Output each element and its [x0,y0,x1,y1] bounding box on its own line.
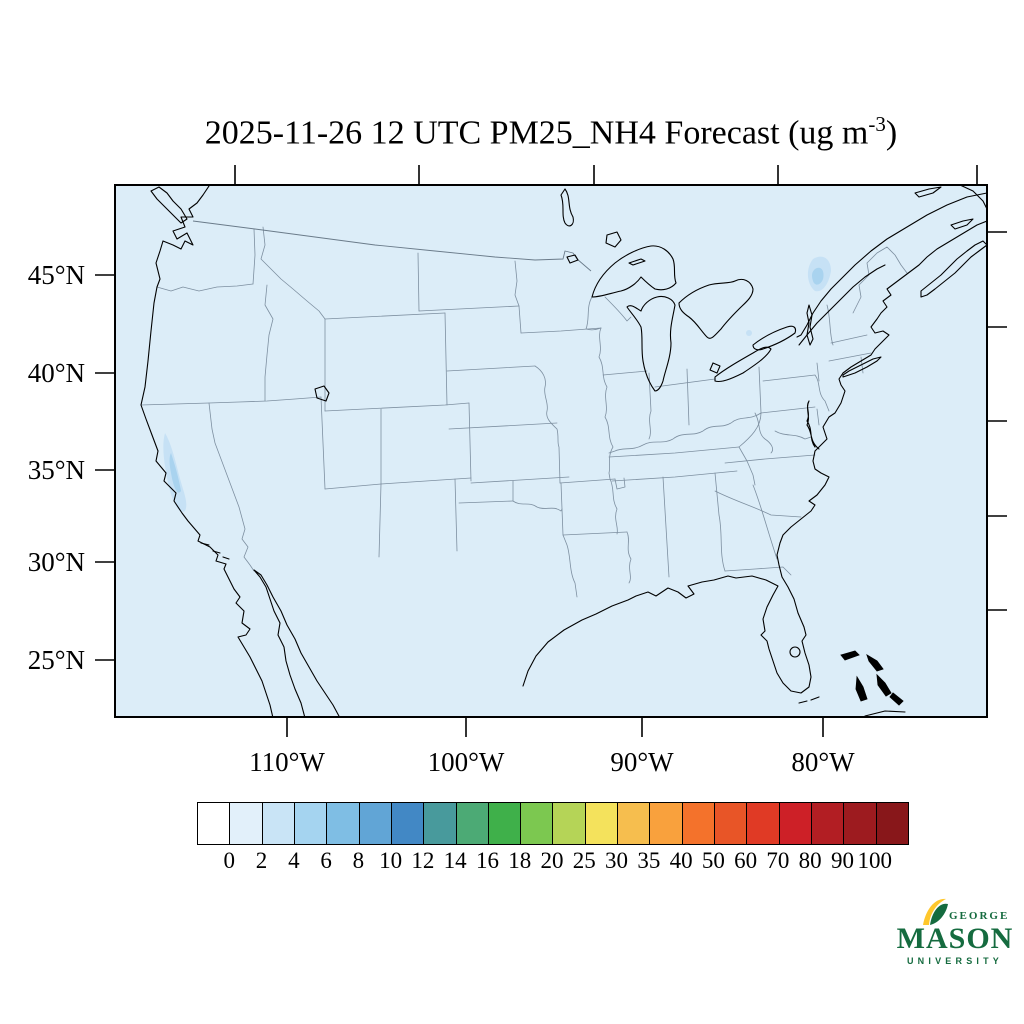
lon-label-110w: 110°W [249,747,325,777]
colorbar-cell [844,803,877,844]
gmu-logo-university: UNIVERSITY [906,956,1003,966]
canada-border [192,220,592,272]
colorbar-tick-label: 8 [352,848,365,873]
bahamas-islands [840,650,904,706]
colorbar-cell [294,803,328,844]
plot-title: 2025-11-26 12 UTC PM25_NH4 Forecast (ug … [115,112,987,152]
colorbar-labels: 0 2 4 6 8 10 12 14 16 18 20 25 30 35 40 50 60 70 80 90 100 [197,848,907,878]
colorbar-tick-label: 6 [320,848,332,873]
colorbar-tick-label: 4 [288,848,300,873]
colorbar-tick-label: 18 [508,848,532,873]
colorbar-cell [553,803,586,844]
colorbar-tick-label: 35 [637,848,661,873]
colorbar-tick-label: 30 [605,848,629,873]
colorbar-cell [424,803,457,844]
colorbar-cell [198,803,231,844]
colorbar-cell [747,803,780,844]
lat-label-45n: 45°N [28,260,85,290]
colorbar-cell [488,803,522,844]
plot-title-close: ) [885,114,898,152]
lon-label-90w: 90°W [610,747,674,777]
colorbar-tick-label: 12 [411,848,435,873]
colorbar-cell [521,803,554,844]
lat-label-25n: 25°N [28,645,85,675]
lat-label-40n: 40°N [28,358,85,388]
colorbar-cell [650,803,683,844]
colorbar-tick-label: 60 [734,848,758,873]
colorbar-cell [230,803,263,844]
lon-label-80w: 80°W [791,747,855,777]
colorbar-cell [456,803,489,844]
colorbar-cell [359,803,392,844]
gmu-logo-george: GEORGE [949,910,1010,922]
colorbar-tick-label: 2 [255,848,268,873]
colorbar [197,802,909,845]
colorbar-tick-label: 10 [379,848,403,873]
state-borders [140,226,908,598]
colorbar-tick-label: 0 [223,848,236,873]
colorbar-cell [811,803,845,844]
pm25-concentration-patches [163,256,831,512]
colorbar-tick-label: 100 [857,848,892,873]
gmu-leaf-icon [923,898,948,925]
plot-title-exponent: -3 [868,112,886,136]
colorbar-tick-label: 80 [798,848,822,873]
gmu-logo-mason: MASON [896,922,1014,955]
colorbar-cell [876,803,908,844]
axis-ticks [95,165,1007,737]
colorbar-cell [327,803,360,844]
longitude-labels: 110°W 100°W 90°W 80°W [249,747,855,777]
colorbar-tick-label: 40 [669,848,693,873]
gmu-logo: GEORGE MASON UNIVERSITY [893,896,1017,966]
colorbar-cell [618,803,651,844]
colorbar-cell [262,803,295,844]
lat-label-35n: 35°N [28,455,85,485]
colorbar-tick-label: 25 [572,848,596,873]
coastlines [140,185,987,717]
latitude-labels: 45°N 40°N 35°N 30°N 25°N [28,260,85,675]
colorbar-cell [682,803,715,844]
map-frame [114,184,988,718]
colorbar-tick-label: 70 [766,848,790,873]
plot-title-text: 2025-11-26 12 UTC PM25_NH4 Forecast (ug … [204,114,869,152]
colorbar-tick-label: 50 [701,848,725,873]
map-background [115,185,987,717]
lat-label-30n: 30°N [28,547,85,577]
colorbar-tick-label: 20 [540,848,564,873]
colorbar-cell [779,803,812,844]
colorbar-tick-label: 14 [443,848,467,873]
colorbar-cell [585,803,619,844]
colorbar-cell [715,803,748,844]
colorbar-cell [391,803,425,844]
colorbar-tick-label: 90 [830,848,854,873]
map-plot: 45°N 40°N 35°N 30°N 25°N 110°W 100°W 90°… [28,165,1007,777]
lon-label-100w: 100°W [428,747,505,777]
colorbar-tick-label: 16 [475,848,499,873]
